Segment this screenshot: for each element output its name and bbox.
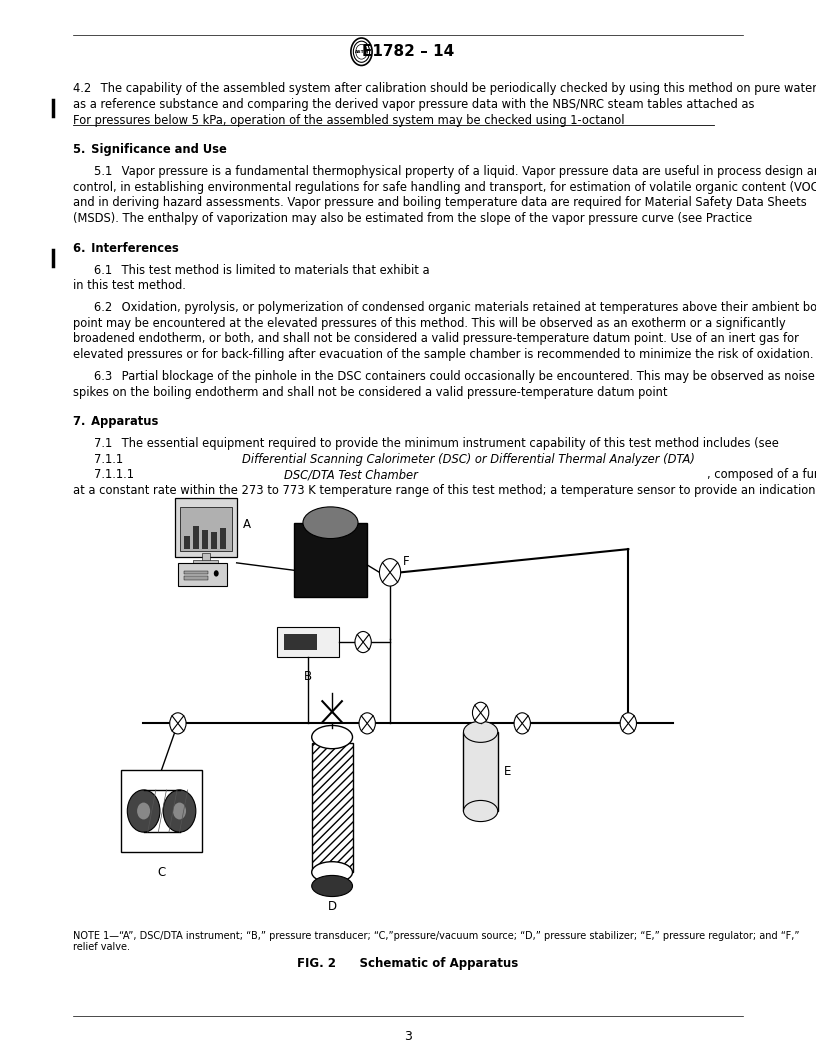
Text: control, in establishing environmental regulations for safe handling and transpo: control, in establishing environmental r… — [73, 181, 816, 194]
Circle shape — [514, 713, 530, 734]
Bar — [178, 563, 227, 586]
Circle shape — [137, 803, 150, 819]
Bar — [211, 532, 217, 549]
Text: (MSDS). The enthalpy of vaporization may also be estimated from the slope of the: (MSDS). The enthalpy of vaporization may… — [73, 212, 756, 225]
Text: 6.1  This test method is limited to materials that exhibit a: 6.1 This test method is limited to mater… — [94, 264, 433, 277]
Bar — [184, 576, 208, 580]
Bar — [180, 507, 232, 551]
Bar — [294, 523, 367, 597]
Bar — [277, 627, 339, 657]
Text: point may be encountered at the elevated pressures of this method. This will be : point may be encountered at the elevated… — [73, 317, 786, 329]
Bar — [184, 536, 190, 549]
Circle shape — [355, 631, 371, 653]
Text: 6.2  Oxidation, pyrolysis, or polymerization of condensed organic materials reta: 6.2 Oxidation, pyrolysis, or polymerizat… — [94, 301, 816, 315]
Text: , composed of a furnace(s) to provide uniform controlled heating of a specimen a: , composed of a furnace(s) to provide un… — [707, 469, 816, 482]
Bar — [193, 560, 218, 567]
Text: 5.1  Vapor pressure is a fundamental thermophysical property of a liquid. Vapor : 5.1 Vapor pressure is a fundamental ther… — [94, 165, 816, 178]
Circle shape — [472, 702, 489, 723]
Circle shape — [127, 790, 160, 832]
Text: 6.3  Partial blockage of the pinhole in the DSC containers could occasionally be: 6.3 Partial blockage of the pinhole in t… — [94, 370, 814, 383]
Bar — [121, 770, 202, 852]
Ellipse shape — [312, 725, 353, 749]
Text: 6. Interferences: 6. Interferences — [73, 242, 180, 254]
Text: 7.1.1.1: 7.1.1.1 — [94, 469, 144, 482]
Text: relief valve.: relief valve. — [73, 942, 131, 951]
Bar — [463, 732, 498, 811]
Circle shape — [163, 790, 196, 832]
Text: E1782 – 14: E1782 – 14 — [361, 44, 455, 59]
Text: 5. Significance and Use: 5. Significance and Use — [73, 144, 227, 156]
Bar — [193, 526, 199, 549]
Text: FIG. 2  Schematic of Apparatus: FIG. 2 Schematic of Apparatus — [297, 957, 519, 969]
Bar — [175, 498, 237, 557]
Text: For pressures below 5 kPa, operation of the assembled system may be checked usin: For pressures below 5 kPa, operation of … — [73, 114, 628, 127]
Text: 7.1  The essential equipment required to provide the minimum instrument capabili: 7.1 The essential equipment required to … — [94, 437, 783, 450]
Bar — [202, 530, 208, 549]
Text: as a reference substance and comparing the derived vapor pressure data with the : as a reference substance and comparing t… — [73, 98, 759, 111]
Circle shape — [379, 559, 401, 586]
Ellipse shape — [463, 800, 498, 822]
Circle shape — [173, 803, 186, 819]
Text: DSC/DTA Test Chamber: DSC/DTA Test Chamber — [284, 469, 418, 482]
Text: spikes on the boiling endotherm and shall not be considered a valid pressure-tem: spikes on the boiling endotherm and shal… — [73, 385, 668, 398]
Text: 7.1.1: 7.1.1 — [94, 453, 132, 466]
Text: ASTM: ASTM — [354, 50, 369, 54]
Text: 00:88: 00:88 — [287, 638, 308, 644]
Ellipse shape — [312, 875, 353, 897]
Text: D: D — [327, 900, 337, 912]
Ellipse shape — [463, 721, 498, 742]
Ellipse shape — [312, 862, 353, 883]
Text: at a constant rate within the 273 to 773 K temperature range of this test method: at a constant rate within the 273 to 773… — [73, 484, 816, 497]
Text: B: B — [304, 670, 312, 682]
Text: NOTE 1—“A”, DSC/DTA instrument; “B,” pressure transducer; “C,”pressure/vacuum so: NOTE 1—“A”, DSC/DTA instrument; “B,” pre… — [73, 931, 800, 941]
Circle shape — [620, 713, 636, 734]
Text: A: A — [243, 518, 251, 531]
Bar — [312, 743, 353, 872]
Text: in this test method.: in this test method. — [73, 279, 186, 293]
Bar — [202, 553, 210, 562]
Text: 7. Apparatus: 7. Apparatus — [73, 415, 159, 429]
Circle shape — [170, 713, 186, 734]
Bar — [220, 528, 226, 549]
Bar — [184, 571, 208, 574]
Text: C: C — [157, 866, 166, 879]
Text: Differential Scanning Calorimeter (DSC) or Differential Thermal Analyzer (DTA): Differential Scanning Calorimeter (DSC) … — [242, 453, 694, 466]
Text: 3: 3 — [404, 1030, 412, 1042]
Text: F: F — [403, 555, 410, 568]
Text: E: E — [504, 765, 512, 778]
Text: 4.2  The capability of the assembled system after calibration should be periodic: 4.2 The capability of the assembled syst… — [73, 82, 816, 95]
Text: and in deriving hazard assessments. Vapor pressure and boiling temperature data : and in deriving hazard assessments. Vapo… — [73, 196, 807, 209]
Bar — [284, 634, 317, 650]
Ellipse shape — [303, 507, 358, 539]
Text: elevated pressures or for back-filling after evacuation of the sample chamber is: elevated pressures or for back-filling a… — [73, 348, 814, 361]
Text: broadened endotherm, or both, and shall not be considered a valid pressure-tempe: broadened endotherm, or both, and shall … — [73, 333, 800, 345]
Circle shape — [359, 713, 375, 734]
Circle shape — [214, 570, 219, 577]
